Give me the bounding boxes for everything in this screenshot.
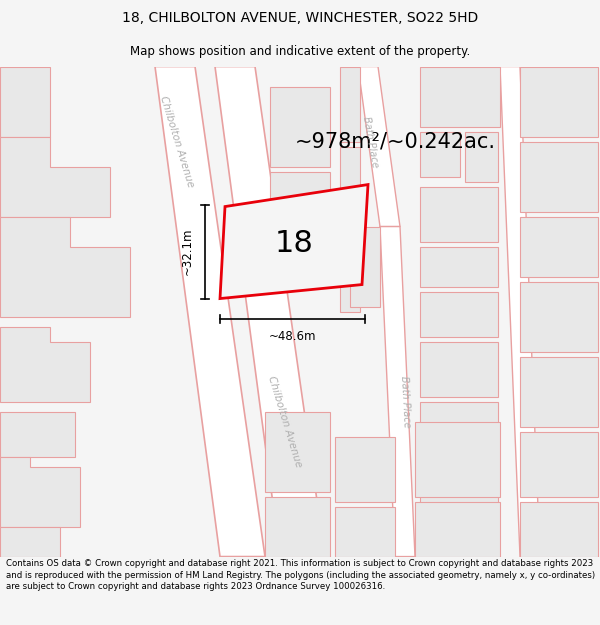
Polygon shape	[0, 456, 80, 526]
Text: Contains OS data © Crown copyright and database right 2021. This information is : Contains OS data © Crown copyright and d…	[6, 559, 595, 591]
Polygon shape	[380, 226, 415, 556]
Polygon shape	[520, 356, 598, 426]
Polygon shape	[420, 481, 498, 536]
Polygon shape	[420, 341, 498, 396]
Polygon shape	[420, 66, 500, 126]
Polygon shape	[340, 66, 360, 141]
Polygon shape	[0, 216, 130, 316]
Polygon shape	[270, 86, 330, 166]
Text: Bath Place: Bath Place	[361, 115, 379, 168]
Polygon shape	[500, 66, 540, 556]
Polygon shape	[420, 186, 498, 241]
Polygon shape	[465, 131, 498, 181]
Polygon shape	[420, 401, 498, 476]
Text: Bath Place: Bath Place	[398, 376, 412, 428]
Polygon shape	[340, 271, 360, 311]
Polygon shape	[0, 136, 110, 216]
Text: ~978m²/~0.242ac.: ~978m²/~0.242ac.	[295, 131, 496, 151]
Polygon shape	[520, 66, 598, 136]
Polygon shape	[270, 171, 330, 216]
Text: Map shows position and indicative extent of the property.: Map shows position and indicative extent…	[130, 45, 470, 58]
Polygon shape	[220, 184, 368, 299]
Polygon shape	[415, 501, 500, 556]
Polygon shape	[0, 526, 60, 556]
Text: Chilbolton Avenue: Chilbolton Avenue	[266, 374, 304, 469]
Polygon shape	[0, 66, 50, 136]
Polygon shape	[520, 431, 598, 496]
Text: Chilbolton Avenue: Chilbolton Avenue	[158, 94, 196, 189]
Polygon shape	[420, 246, 498, 286]
Polygon shape	[0, 326, 90, 401]
Polygon shape	[0, 411, 75, 456]
Polygon shape	[520, 216, 598, 276]
Polygon shape	[335, 436, 395, 501]
Polygon shape	[520, 501, 598, 556]
Polygon shape	[340, 146, 360, 201]
Text: ~48.6m: ~48.6m	[269, 330, 316, 343]
Polygon shape	[215, 66, 325, 556]
Polygon shape	[265, 411, 330, 491]
Polygon shape	[358, 66, 400, 226]
Text: 18, CHILBOLTON AVENUE, WINCHESTER, SO22 5HD: 18, CHILBOLTON AVENUE, WINCHESTER, SO22 …	[122, 11, 478, 26]
Polygon shape	[350, 226, 380, 306]
Polygon shape	[415, 421, 500, 496]
Polygon shape	[265, 496, 330, 556]
Polygon shape	[420, 131, 460, 176]
Polygon shape	[520, 281, 598, 351]
Polygon shape	[155, 66, 265, 556]
Polygon shape	[520, 141, 598, 211]
Polygon shape	[335, 506, 395, 556]
Polygon shape	[340, 206, 360, 266]
Text: ~32.1m: ~32.1m	[181, 228, 193, 275]
Polygon shape	[420, 291, 498, 336]
Text: 18: 18	[274, 229, 313, 258]
